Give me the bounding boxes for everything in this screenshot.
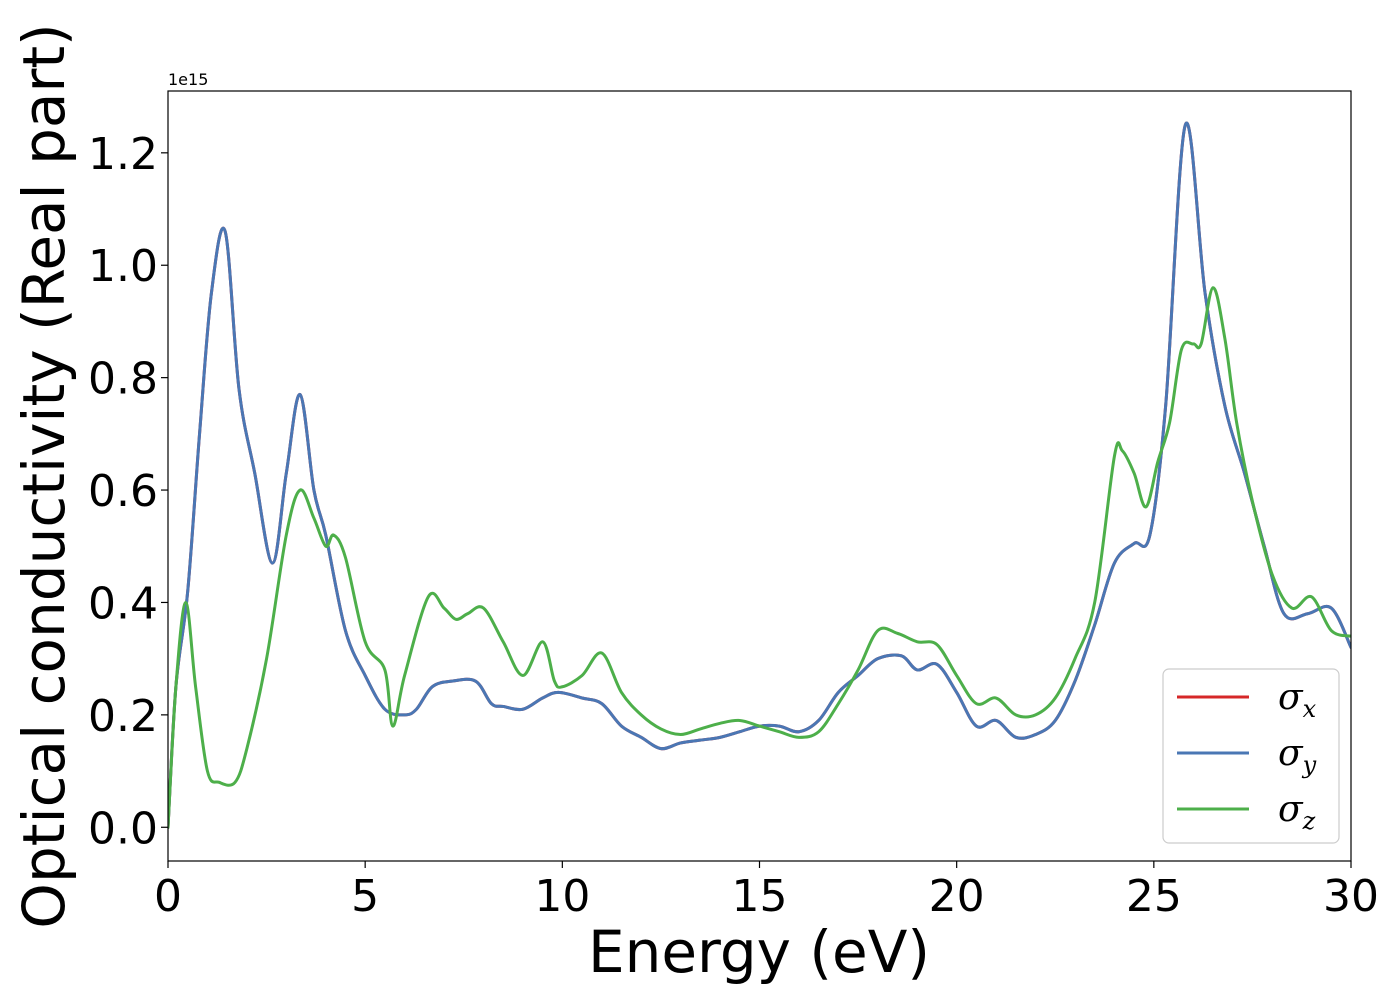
x-tick-label: 0 (154, 871, 182, 922)
x-tick-label: 15 (732, 871, 788, 922)
x-tick-label: 10 (534, 871, 590, 922)
x-tick-label: 5 (351, 871, 379, 922)
series-line-sigma-y (168, 121, 1351, 829)
y-tick-label: 0.2 (88, 691, 158, 742)
y-tick-label: 0.4 (88, 578, 158, 629)
x-tick-label: 30 (1323, 871, 1379, 922)
y-axis: 0.0 0.2 0.4 0.6 0.8 1.0 1.2 (88, 129, 168, 854)
series-line-sigma-z (168, 286, 1351, 829)
x-tick-label: 20 (929, 871, 985, 922)
y-tick-label: 0.0 (88, 803, 158, 854)
y-offset-label: 1e15 (168, 70, 208, 89)
y-tick-label: 1.2 (88, 129, 158, 180)
x-tick-label: 25 (1126, 871, 1182, 922)
y-tick-label: 0.6 (88, 466, 158, 517)
y-axis-title: Optical conductivity (Real part) (10, 23, 78, 928)
y-tick-label: 0.8 (88, 354, 158, 405)
y-tick-label: 1.0 (88, 241, 158, 292)
x-axis: 0 5 10 15 20 25 30 (154, 861, 1379, 922)
series-layer (168, 121, 1351, 829)
legend-box (1162, 668, 1340, 844)
x-axis-title: Energy (eV) (588, 918, 930, 986)
